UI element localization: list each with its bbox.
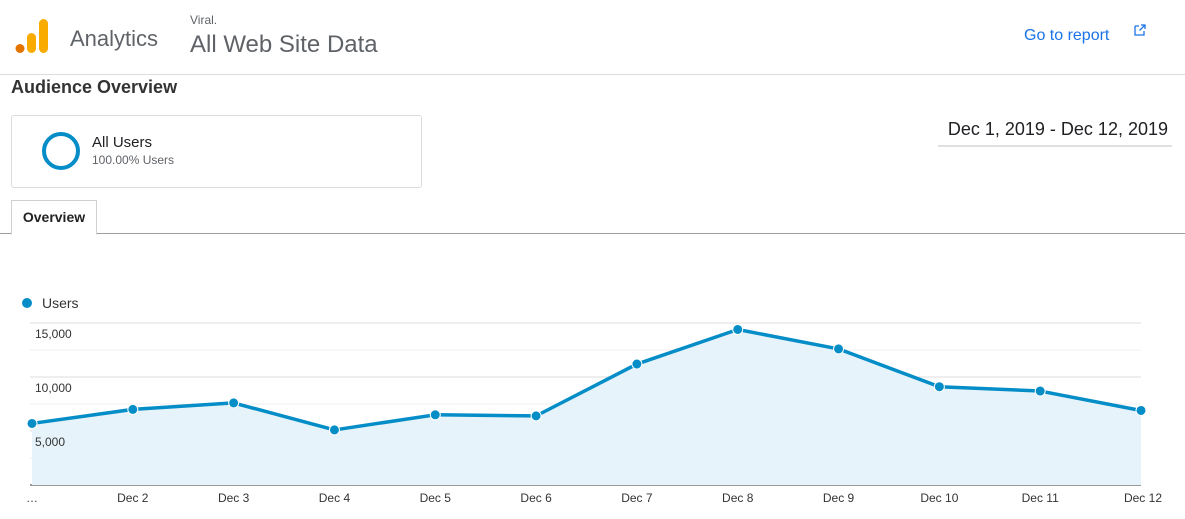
open-in-new-icon[interactable] [1134,24,1146,36]
data-point-users[interactable] [732,323,744,335]
users-series-line [31,327,1142,432]
data-point-users[interactable] [833,343,845,355]
property-name[interactable]: All Web Site Data [190,31,378,58]
x-tick-label: Dec 3 [218,491,250,505]
y-tick-label: 10,000 [35,381,72,395]
page-title: Audience Overview [11,77,178,97]
x-tick-label: Dec 2 [117,491,149,505]
date-range-picker[interactable]: Dec 1, 2019 - Dec 12, 2019 [938,119,1172,147]
app-header: Analytics Viral. All Web Site Data Go to… [0,0,1185,75]
data-point-users[interactable] [328,424,340,436]
x-tick-label: Dec 11 [1022,491,1059,505]
go-to-report-link[interactable]: Go to report [1024,27,1110,44]
data-point-users[interactable] [26,417,38,429]
x-tick-label: Dec 4 [319,491,351,505]
y-tick-label: 15,000 [35,327,72,341]
data-point-users[interactable] [631,358,643,370]
data-point-users[interactable] [228,397,240,409]
product-name[interactable]: Analytics [70,26,159,51]
users-chart: 5,000 10,000 15,000 … Dec 2 Dec 3 Dec 4 Dec 5 D… [26,322,1162,505]
data-point-users[interactable] [530,410,542,422]
legend-dot-icon [22,298,32,308]
y-tick-label: 5,000 [35,435,65,449]
segment-ring-icon [42,132,80,170]
x-tick-label: … [26,491,38,505]
chart-legend: Users [22,295,79,311]
account-name[interactable]: Viral. [190,13,218,27]
tab-overview[interactable]: Overview [11,200,97,235]
legend-label-users: Users [42,295,79,311]
data-point-users[interactable] [933,381,945,393]
users-area-fill [32,329,1141,485]
segment-percentage: 100.00% Users [92,153,175,167]
analytics-bars-icon[interactable] [15,18,49,54]
x-tick-label: Dec 5 [420,491,452,505]
data-point-users[interactable] [1135,404,1147,416]
segment-card[interactable]: All Users 100.00% Users [11,115,422,188]
x-tick-label: Dec 9 [823,491,855,505]
segment-name: All Users [92,134,153,151]
x-tick-label: Dec 7 [621,491,653,505]
x-tick-label: Dec 8 [722,491,754,505]
x-tick-label: Dec 10 [920,491,958,505]
data-point-users[interactable] [127,403,139,415]
x-tick-label: Dec 12 [1124,491,1162,505]
data-point-users[interactable] [429,409,441,421]
data-point-users[interactable] [1034,385,1046,397]
x-tick-label: Dec 6 [520,491,552,505]
tab-bar-divider [0,233,1185,234]
